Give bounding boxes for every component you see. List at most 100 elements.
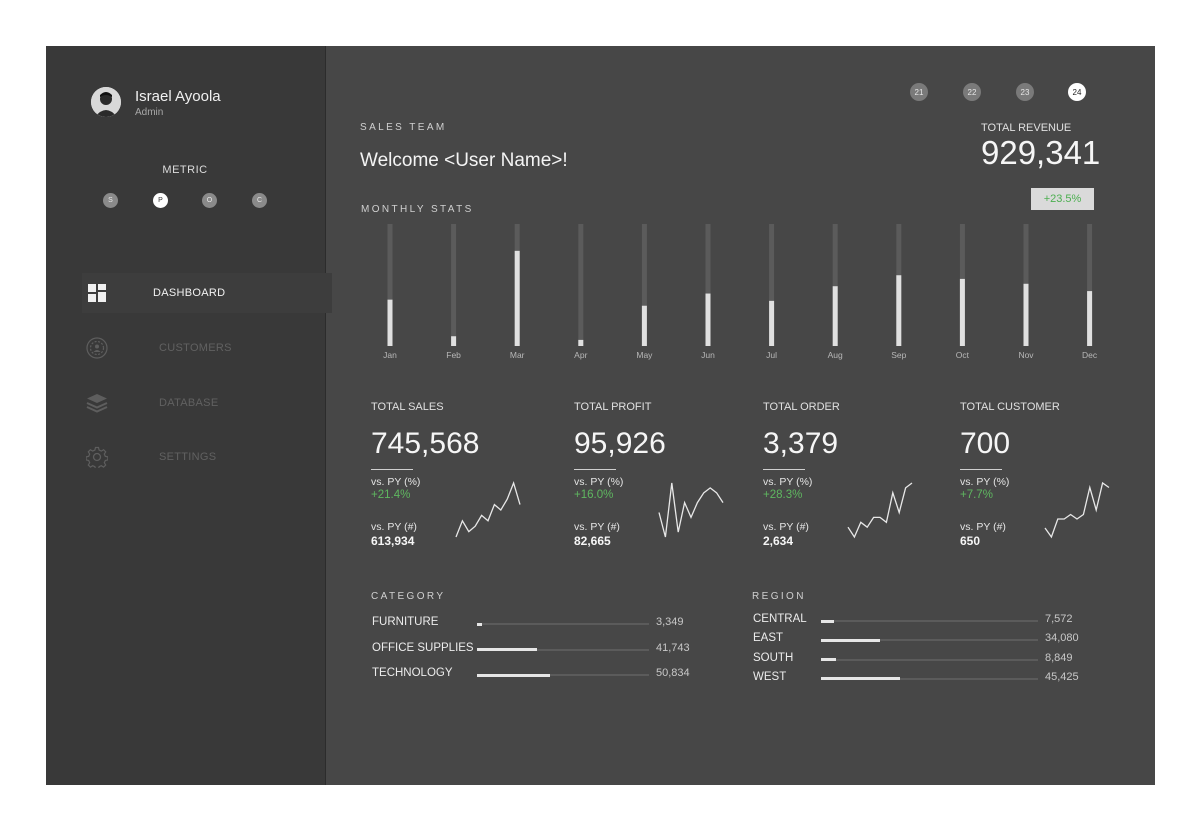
kpi-pct-value: +28.3% — [763, 489, 803, 501]
bar-jan[interactable] — [387, 299, 393, 346]
nav-item-customers[interactable]: CUSTOMERS — [82, 328, 332, 368]
user-name: Israel Ayoola — [135, 88, 221, 105]
sidebar: Israel Ayoola Admin METRIC S P O C DASHB… — [46, 46, 332, 785]
region-value-central: 7,572 — [1045, 613, 1073, 625]
kpi-value: 700 — [960, 427, 1011, 460]
kpi-abs-label: vs. PY (#) — [960, 521, 1006, 533]
kpi-abs-value: 613,934 — [371, 534, 415, 548]
nav-item-database[interactable]: DATABASE — [82, 383, 332, 423]
kpi-divider — [371, 469, 413, 470]
bar-nov[interactable] — [1023, 283, 1029, 346]
bar-jun[interactable] — [705, 293, 711, 346]
nav-item-settings[interactable]: SETTINGS — [82, 437, 332, 477]
region-bar-west[interactable] — [821, 677, 900, 681]
user-role: Admin — [135, 107, 164, 118]
category-bar-furniture[interactable] — [477, 622, 482, 626]
main-content: 21 22 23 24 SALES TEAM Welcome <User Nam… — [326, 46, 1155, 785]
total-revenue-label: TOTAL REVENUE — [981, 122, 1072, 134]
kpi-pct-label: vs. PY (%) — [574, 476, 624, 488]
region-value-south: 8,849 — [1045, 651, 1073, 664]
x-tick-label: Aug — [828, 350, 843, 360]
monthly-stats-chart: Jan Feb Mar Apr May Jun Jul Aug Sep Oct Nov Dec — [383, 224, 1098, 360]
x-tick-label: Mar — [510, 350, 525, 360]
bar-track — [1087, 224, 1093, 346]
dashboard-icon — [88, 284, 106, 302]
region-bar-east[interactable] — [821, 638, 881, 642]
bar-track — [705, 224, 711, 346]
kpi-pct-value: +21.4% — [371, 489, 411, 501]
x-tick-label: Jul — [766, 350, 777, 360]
nav-label-database: DATABASE — [159, 397, 219, 409]
kpi-abs-value: 2,634 — [763, 534, 794, 548]
category-value-furniture: 3,349 — [656, 616, 684, 628]
kpi-abs-label: vs. PY (#) — [763, 521, 809, 533]
kpi-abs-value: 82,665 — [574, 534, 611, 548]
kpi-label: TOTAL CUSTOMER — [960, 401, 1060, 413]
category-bar-technology[interactable] — [477, 673, 550, 677]
year-option-21[interactable]: 21 — [910, 83, 928, 101]
nav-label-dashboard: DASHBOARD — [153, 287, 226, 299]
x-tick-label: Jun — [701, 350, 715, 360]
kpi-value: 95,926 — [574, 427, 666, 460]
nav-item-dashboard[interactable]: DASHBOARD — [82, 273, 332, 313]
kpi-sparkline — [455, 481, 521, 538]
sparkline-path — [658, 482, 724, 538]
region-label-south: SOUTH — [753, 651, 794, 664]
bar-track — [578, 224, 584, 346]
year-option-22[interactable]: 22 — [963, 83, 981, 101]
bar-oct[interactable] — [959, 278, 965, 346]
metric-option-o[interactable]: O — [202, 193, 217, 208]
sparkline-path — [1044, 481, 1110, 539]
bar-apr[interactable] — [578, 339, 584, 346]
bar-aug[interactable] — [832, 286, 838, 346]
kpi-sparkline — [847, 482, 913, 539]
metric-option-c[interactable]: C — [252, 193, 267, 208]
bar-mar[interactable] — [514, 250, 520, 346]
bar-jul[interactable] — [769, 300, 775, 346]
monthly-stats-title: MONTHLY STATS — [361, 204, 474, 215]
metric-option-p[interactable]: P — [153, 193, 168, 208]
revenue-change-badge: +23.5% — [1031, 188, 1094, 210]
bar-track — [387, 224, 393, 346]
kpi-label: TOTAL ORDER — [763, 401, 840, 413]
year-option-23[interactable]: 23 — [1016, 83, 1034, 101]
kpi-divider — [574, 469, 616, 470]
x-tick-label: Apr — [574, 350, 587, 360]
x-tick-label: Dec — [1082, 350, 1098, 360]
kpi-pct-label: vs. PY (%) — [763, 476, 813, 488]
bar-dec[interactable] — [1087, 291, 1093, 346]
bar-track — [769, 224, 775, 346]
kpi-pct-value: +7.7% — [960, 489, 993, 501]
region-title: REGION — [752, 591, 806, 602]
kpi-divider — [763, 469, 805, 470]
category-label-office-supplies: OFFICE SUPPLIES — [372, 641, 474, 654]
region-bar-central[interactable] — [821, 619, 835, 623]
kpi-abs-label: vs. PY (#) — [574, 521, 620, 533]
kpi-abs-value: 650 — [960, 534, 981, 548]
bar-may[interactable] — [641, 305, 647, 346]
region-bar-south[interactable] — [821, 658, 837, 662]
kpi-divider — [960, 469, 1002, 470]
category-title: CATEGORY — [371, 591, 446, 602]
x-tick-label: Jan — [383, 350, 397, 360]
category-value-office-supplies: 41,743 — [656, 641, 690, 654]
bar-sep[interactable] — [896, 275, 902, 346]
category-bar-office-supplies[interactable] — [477, 648, 537, 651]
kpi-sparkline — [658, 482, 724, 538]
settings-icon — [86, 446, 108, 468]
x-tick-label: May — [636, 350, 653, 360]
bar-track — [832, 224, 838, 346]
nav-label-settings: SETTINGS — [159, 451, 217, 463]
x-tick-label: Oct — [956, 350, 970, 360]
database-icon — [86, 394, 108, 413]
metric-title: METRIC — [162, 164, 208, 176]
kpi-label: TOTAL PROFIT — [574, 401, 652, 413]
sparkline-path — [847, 482, 913, 539]
metric-option-s[interactable]: S — [103, 193, 118, 208]
year-option-24[interactable]: 24 — [1068, 83, 1086, 101]
avatar[interactable] — [91, 87, 121, 117]
customers-icon — [86, 337, 108, 359]
section-title: SALES TEAM — [360, 122, 447, 133]
bar-feb[interactable] — [451, 336, 457, 346]
region-label-east: EAST — [753, 632, 784, 645]
